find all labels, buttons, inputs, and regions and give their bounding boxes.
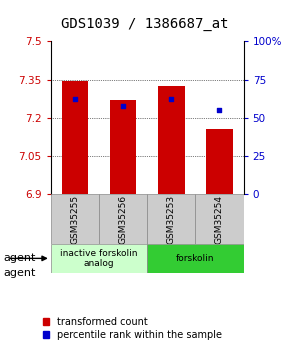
Point	[169, 97, 174, 102]
Bar	[61, 81, 88, 194]
Text: forskolin: forskolin	[176, 254, 215, 263]
Point	[217, 107, 222, 113]
Text: GSM35253: GSM35253	[167, 195, 176, 244]
Bar	[110, 100, 136, 194]
Text: GSM35254: GSM35254	[215, 195, 224, 244]
Text: GDS1039 / 1386687_at: GDS1039 / 1386687_at	[61, 17, 229, 31]
Bar	[147, 244, 244, 273]
Text: agent: agent	[3, 253, 35, 263]
Bar	[99, 194, 147, 244]
Bar	[51, 244, 147, 273]
Point	[121, 103, 125, 108]
Text: inactive forskolin
analog: inactive forskolin analog	[60, 249, 138, 268]
Point	[72, 97, 77, 102]
Text: GSM35256: GSM35256	[119, 195, 128, 244]
Bar	[158, 86, 184, 194]
Bar	[147, 194, 195, 244]
Text: agent: agent	[3, 268, 35, 277]
Legend: transformed count, percentile rank within the sample: transformed count, percentile rank withi…	[43, 317, 222, 340]
Bar	[206, 129, 233, 194]
Bar	[195, 194, 244, 244]
Text: GSM35255: GSM35255	[70, 195, 79, 244]
Bar	[51, 194, 99, 244]
